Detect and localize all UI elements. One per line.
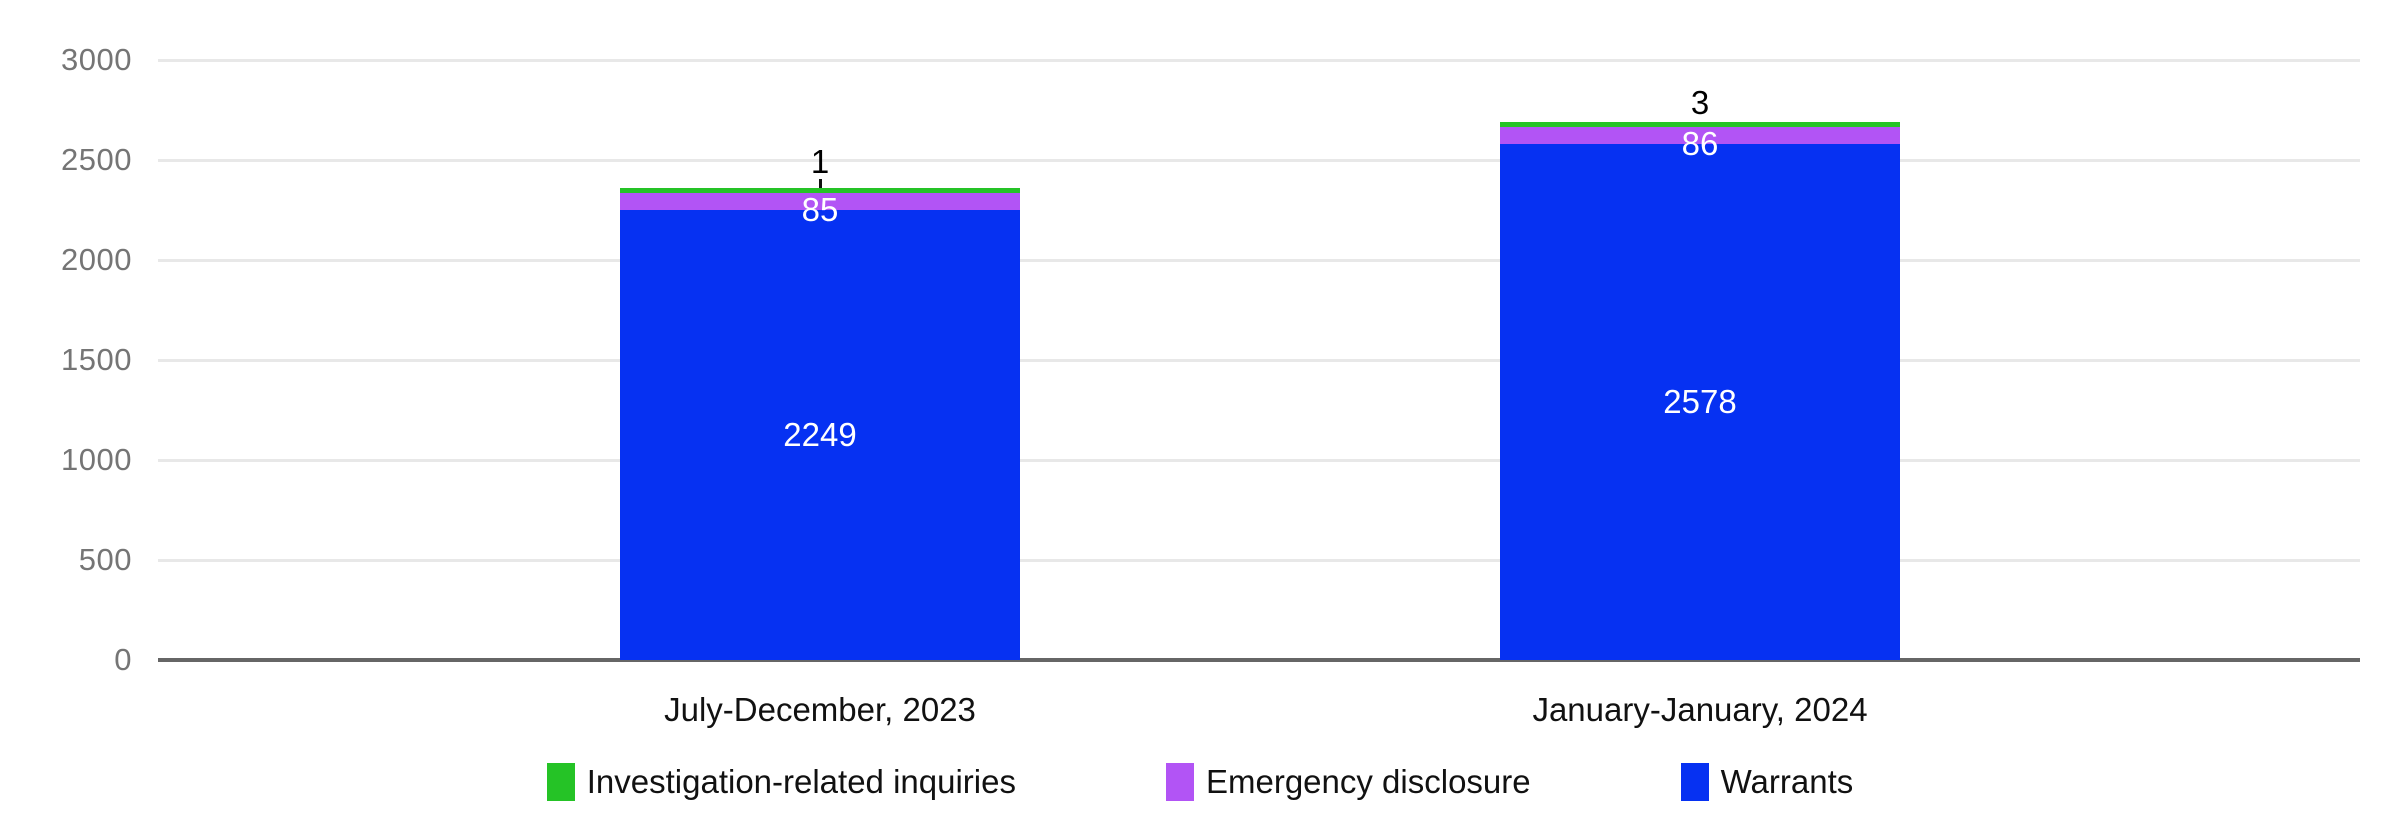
x-axis-line xyxy=(158,658,2360,662)
value-label-emergency-disclosure: 85 xyxy=(801,191,839,229)
gridline-1000 xyxy=(158,459,2360,462)
y-tick-label-2000: 2000 xyxy=(61,242,132,277)
y-tick-label-2500: 2500 xyxy=(61,142,132,177)
value-label-warrants: 2578 xyxy=(1663,383,1737,421)
x-category-label-1: July-December, 2023 xyxy=(664,691,976,728)
legend: Investigation-related inquiries Emergency… xyxy=(0,763,2400,801)
value-label-investigation-related-inquiries: 1 xyxy=(810,143,830,181)
bar-segment-warrants[interactable] xyxy=(620,210,1020,660)
bar-segment-emergency-disclosure[interactable] xyxy=(1500,127,1900,145)
y-tick-label-1500: 1500 xyxy=(61,342,132,377)
value-label-warrants: 2249 xyxy=(783,416,857,454)
bar-segment-investigation-related-inquiries[interactable] xyxy=(620,188,1020,194)
bar-segment-emergency-disclosure[interactable] xyxy=(620,193,1020,211)
legend-label-warrants: Warrants xyxy=(1720,763,1854,800)
legend-label-emergency-disclosure: Emergency disclosure xyxy=(1205,763,1531,800)
legend-item-emergency-disclosure[interactable]: Emergency disclosure xyxy=(1165,763,1531,801)
legend-swatch-investigation-related-inquiries xyxy=(546,763,575,801)
gridline-2500 xyxy=(158,159,2360,162)
bar-segment-warrants[interactable] xyxy=(1500,144,1900,660)
legend-swatch-warrants xyxy=(1680,763,1709,801)
value-label-emergency-disclosure: 86 xyxy=(1681,125,1719,163)
gridline-1500 xyxy=(158,359,2360,362)
y-tick-label-1000: 1000 xyxy=(61,442,132,477)
label-leader-line xyxy=(819,179,822,189)
value-label-investigation-related-inquiries: 3 xyxy=(1690,84,1710,122)
y-tick-label-500: 500 xyxy=(78,542,132,577)
y-tick-label-3000: 3000 xyxy=(61,42,132,77)
gridline-2000 xyxy=(158,259,2360,262)
x-category-label-2: January-January, 2024 xyxy=(1532,691,1868,728)
bar-segment-investigation-related-inquiries[interactable] xyxy=(1500,122,1900,128)
y-tick-label-0: 0 xyxy=(114,642,132,677)
legend-label-investigation-related-inquiries: Investigation-related inquiries xyxy=(586,763,1016,800)
gridline-500 xyxy=(158,559,2360,562)
legend-item-warrants[interactable]: Warrants xyxy=(1680,763,1854,801)
legend-swatch-emergency-disclosure xyxy=(1165,763,1194,801)
gridline-3000 xyxy=(158,59,2360,62)
legend-item-investigation-related-inquiries[interactable]: Investigation-related inquiries xyxy=(546,763,1016,801)
